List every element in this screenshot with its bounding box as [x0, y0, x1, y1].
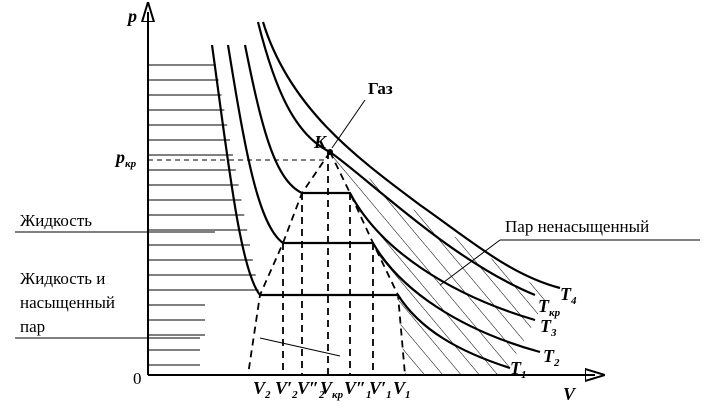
vapor-pointer [439, 239, 501, 286]
vapor-label: Пар ненасыщенный [505, 217, 649, 236]
critical-point-label: K [313, 132, 328, 152]
dome-left [247, 151, 331, 376]
liquid-vapor-line2: насыщенный [20, 293, 115, 312]
label-prime: ″ [309, 378, 319, 398]
isotherm-tcr [256, 21, 536, 297]
label-main: V [297, 378, 311, 398]
label-main: V [344, 378, 358, 398]
isotherm-label: Tкр [538, 296, 561, 319]
label-prime: ′ [287, 378, 292, 398]
label-main: V [275, 378, 289, 398]
label-sub: 3 [550, 327, 557, 339]
volume-dashes [282, 152, 374, 375]
label-sub: 2 [318, 389, 325, 401]
label-sub: 1 [366, 389, 372, 401]
volume-label: V″1 [344, 378, 371, 401]
isotherm-t4 [261, 21, 561, 290]
liquid-vapor-line3: пар [20, 317, 45, 336]
label-sub: кр [125, 158, 137, 170]
label-main: V [253, 378, 267, 398]
label-sub: 1 [386, 389, 392, 401]
label-main: V [393, 378, 407, 398]
label-main: T [540, 316, 552, 336]
liquid-hatching [148, 64, 259, 366]
gas-pointer [331, 99, 366, 149]
gas-label: Газ [368, 79, 393, 98]
label-main: T [560, 284, 572, 304]
isotherm-t1 [210, 44, 511, 370]
label-main: p [114, 147, 125, 167]
label-main: V [320, 378, 334, 398]
volume-label: Vкр [320, 378, 344, 401]
label-main: V [369, 378, 383, 398]
label-sub: кр [332, 389, 344, 401]
isotherm-label: T4 [560, 284, 577, 307]
label-sub: 4 [570, 295, 577, 307]
label-prime: ″ [356, 378, 366, 398]
label-main: T [543, 346, 555, 366]
vapor-hatching [330, 152, 545, 375]
volume-label: V1 [393, 378, 411, 401]
pcr-label: pкр [114, 147, 137, 170]
volume-label: V2 [253, 378, 271, 401]
isotherm-label: T1 [510, 358, 527, 381]
isotherm-label: T2 [543, 346, 560, 369]
liquid-vapor-line1: Жидкость и [20, 269, 105, 288]
liquid-label: Жидкость [20, 211, 92, 230]
liquid-vapor-pointer [259, 337, 341, 357]
label-sub: 2 [291, 389, 298, 401]
label-sub: 2 [553, 357, 560, 369]
label-sub: 2 [264, 389, 271, 401]
label-main: T [510, 358, 522, 378]
label-prime: ′ [381, 378, 386, 398]
origin-label: 0 [133, 369, 142, 388]
label-sub: 1 [405, 389, 411, 401]
critical-point-dot [327, 149, 333, 155]
volume-label: V′2 [275, 378, 298, 401]
label-main: T [538, 296, 550, 316]
label-sub: 1 [521, 369, 527, 381]
isotherm-label: T3 [540, 316, 557, 339]
volume-label: V″2 [297, 378, 325, 401]
v-label: V [563, 384, 577, 404]
volume-label: V′1 [369, 378, 392, 401]
p-label: p [126, 6, 137, 26]
label-sub: кр [549, 307, 561, 319]
